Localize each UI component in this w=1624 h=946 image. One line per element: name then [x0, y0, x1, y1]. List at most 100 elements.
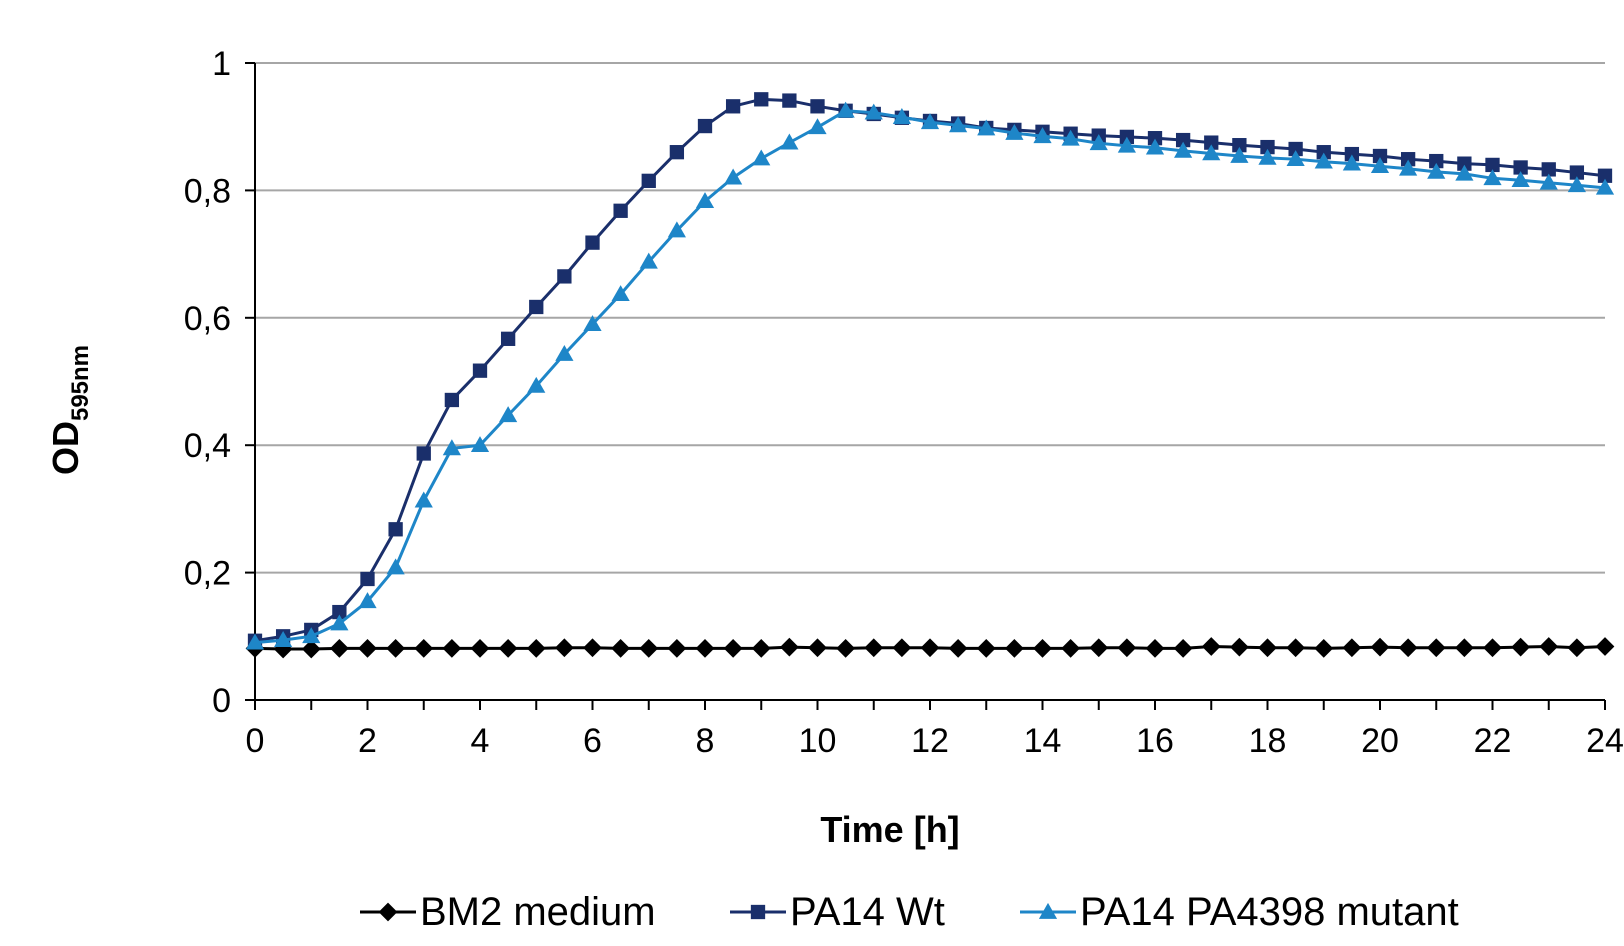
data-point [667, 639, 687, 658]
legend-item: BM2 medium [360, 890, 656, 934]
data-point [583, 315, 602, 331]
data-point [1398, 638, 1418, 658]
data-point [808, 638, 827, 658]
data-point [1145, 138, 1165, 155]
data-point [527, 376, 546, 393]
data-point [892, 108, 911, 124]
data-point [667, 221, 686, 238]
data-point [611, 639, 630, 658]
data-point [1147, 131, 1163, 146]
data-point [1288, 141, 1303, 157]
data-point [1370, 157, 1390, 174]
data-point [808, 118, 827, 135]
data-point [754, 92, 769, 107]
y-tick-label: 0,6 [184, 300, 231, 338]
series-line [254, 97, 1606, 643]
x-tick-label: 16 [1136, 722, 1174, 760]
data-point [1483, 638, 1502, 658]
y-axis-title: OD595nm [45, 345, 94, 475]
data-point [1201, 637, 1221, 656]
data-point [613, 203, 628, 218]
data-point [695, 192, 715, 209]
data-point [976, 639, 996, 658]
data-point [498, 639, 518, 658]
data-point [780, 637, 799, 657]
data-point [864, 103, 883, 120]
data-point [1511, 637, 1530, 657]
data-point [1232, 138, 1247, 153]
data-point [360, 571, 375, 587]
x-tick-label: 10 [799, 722, 837, 760]
data-point [442, 639, 462, 658]
data-point [1061, 639, 1080, 658]
data-point [695, 639, 715, 658]
y-axis-ticks: 0 0,2 0,4 0,6 0,8 1 [184, 45, 255, 720]
x-tick-label: 22 [1474, 722, 1512, 760]
data-point [1567, 638, 1587, 658]
data-point [1455, 638, 1474, 658]
data-point [1400, 152, 1416, 167]
data-point [358, 592, 377, 609]
data-point [639, 639, 659, 658]
gridlines [255, 62, 1605, 574]
x-tick-label: 24 [1586, 722, 1624, 760]
data-point [470, 639, 490, 658]
data-point [1539, 173, 1558, 190]
legend-item: PA14 PA4398 mutant [1020, 890, 1459, 934]
data-point [639, 252, 658, 269]
data-point [1513, 160, 1528, 175]
legend-label: PA14 PA4398 mutant [1080, 890, 1459, 934]
legend-label: PA14 Wt [790, 890, 945, 934]
data-point [1033, 127, 1052, 144]
data-point [751, 639, 771, 658]
data-point [1370, 637, 1390, 657]
x-tick-label: 8 [696, 722, 715, 760]
y-tick-label: 1 [212, 45, 231, 83]
data-point [1174, 141, 1193, 158]
data-point [442, 439, 461, 456]
legend-item: PA14 Wt [730, 890, 945, 934]
y-tick-label: 0,8 [184, 172, 231, 210]
data-point [977, 119, 996, 136]
data-point [697, 118, 713, 134]
data-point [920, 113, 940, 130]
data-point [555, 345, 574, 361]
x-tick-label: 6 [583, 722, 602, 760]
data-point [1455, 164, 1474, 181]
data-point [1344, 146, 1360, 162]
data-point [302, 627, 321, 644]
data-point [1429, 153, 1444, 169]
y-axis-title-subscript: 595nm [67, 345, 94, 421]
data-point [414, 639, 434, 658]
data-point [669, 145, 685, 160]
data-point [330, 614, 349, 631]
data-point [1202, 144, 1221, 161]
data-point [1597, 168, 1613, 183]
data-point [1483, 169, 1502, 186]
data-point [836, 639, 855, 658]
data-point [555, 638, 574, 658]
data-point [416, 446, 431, 461]
x-tick-label: 4 [471, 722, 490, 760]
data-point [585, 235, 600, 250]
data-point [1175, 132, 1191, 148]
data-point [782, 93, 797, 108]
data-point [1426, 638, 1446, 658]
data-point [1258, 638, 1277, 658]
data-point [500, 331, 516, 346]
legend-label: BM2 medium [420, 890, 656, 934]
data-point [1260, 139, 1275, 155]
data-point [557, 269, 572, 284]
y-tick-label: 0,2 [184, 555, 231, 593]
data-point [1314, 152, 1333, 169]
data-point [245, 633, 265, 650]
data-point [948, 639, 968, 658]
data-point [358, 639, 377, 658]
data-point [1204, 135, 1219, 150]
data-point [1117, 136, 1136, 153]
data-point [1511, 171, 1530, 188]
data-point [725, 99, 741, 114]
data-point [301, 639, 321, 659]
series-pa14-pa4398-mutant [245, 101, 1615, 650]
